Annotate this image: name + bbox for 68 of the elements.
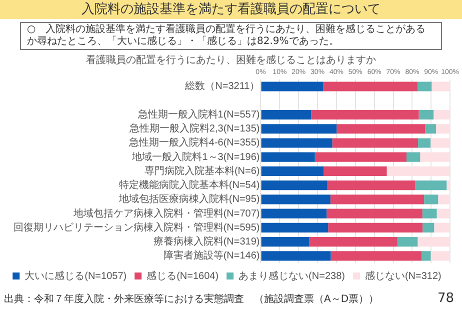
bar	[261, 138, 332, 148]
bar	[261, 180, 328, 190]
bar	[261, 166, 324, 176]
bar	[397, 237, 418, 247]
bar	[261, 152, 315, 162]
y-tick-label: 地域一般入院料1～3(N=196)	[131, 150, 260, 163]
bar	[314, 152, 407, 162]
y-tick-label: 急性期一般入院料4-6(N=355)	[128, 136, 260, 149]
bar	[436, 208, 450, 218]
text: ○ 入院料の施設基準を満たす看護職員の配置を行うにあたり、困難を感じることがあるか尋ねたところ、「大いに感じる」・「感じる」は82.9%であった。	[20, 22, 442, 50]
bar	[386, 166, 450, 176]
bar	[438, 194, 450, 204]
bar	[336, 124, 426, 134]
bar	[425, 124, 436, 134]
legend-label: 感じない(N=312)	[364, 270, 442, 282]
y-tick-label: 急性期一般入院料1(N=557)	[136, 108, 260, 120]
bar	[323, 82, 418, 92]
bar	[422, 222, 434, 232]
bar	[261, 237, 310, 247]
bar	[406, 152, 420, 162]
bar	[261, 208, 327, 218]
y-tick-label: 地域包括医療病棟入院料(N=95)	[118, 193, 260, 206]
bar	[424, 194, 438, 204]
chart-subtitle: 看護職員の配置を行うにあたり、困難を感じることはありますか	[85, 54, 377, 66]
bar	[324, 166, 387, 176]
y-tick-label: 療養病棟入院料(N=319)	[153, 236, 260, 248]
legend-label: あまり感じない(N=238)	[238, 270, 345, 282]
bar	[446, 180, 450, 190]
bar	[434, 222, 450, 232]
bar	[327, 180, 416, 190]
bar	[261, 110, 312, 120]
bar	[415, 180, 447, 190]
bar	[418, 138, 431, 148]
bar	[418, 237, 450, 247]
y-tick-label: 地域包括ケア病棟入院料・管理料(N=707)	[72, 207, 260, 220]
chart-title: 入院料の施設基準を満たす看護職員の配置について	[0, 0, 462, 19]
text: 78	[437, 291, 454, 306]
bar	[430, 251, 450, 261]
bar	[311, 110, 419, 120]
bar	[309, 237, 398, 247]
y-tick-label: 障害者施設等(N=146)	[163, 250, 260, 262]
bar	[261, 222, 328, 232]
y-tick-label: 専門病院入院基本料(N=6)	[144, 164, 260, 177]
y-tick-label: 急性期一般入院料2,3(N=135)	[128, 122, 260, 135]
bar	[261, 82, 324, 92]
y-tick-label: 回復期リハビリテーション病棟入院料・管理料(N=595)	[13, 221, 260, 234]
bar	[422, 208, 437, 218]
bar	[430, 138, 450, 148]
y-tick-label: 特定機能病院入院基本料(N=54)	[118, 179, 260, 192]
bar	[418, 110, 434, 120]
bar	[422, 251, 431, 261]
bar	[261, 124, 337, 134]
bar	[330, 194, 424, 204]
y-tick-label: 総数（N=3211）	[184, 80, 260, 92]
legend-label: 大いに感じる(N=1057)	[24, 270, 127, 282]
bar	[332, 138, 418, 148]
bar	[328, 222, 423, 232]
bar	[261, 194, 330, 204]
bar	[261, 251, 331, 261]
bar	[436, 124, 450, 134]
source-note: 出典：令和７年度入院・外来医療等における実態調査 （施設調査票（A～D票））	[4, 292, 379, 306]
bar	[434, 110, 450, 120]
bar	[432, 82, 450, 92]
bar	[418, 82, 432, 92]
bar	[420, 152, 450, 162]
bar	[326, 208, 422, 218]
legend-label: 感じる(N=1604)	[146, 270, 219, 282]
bar	[330, 251, 422, 261]
